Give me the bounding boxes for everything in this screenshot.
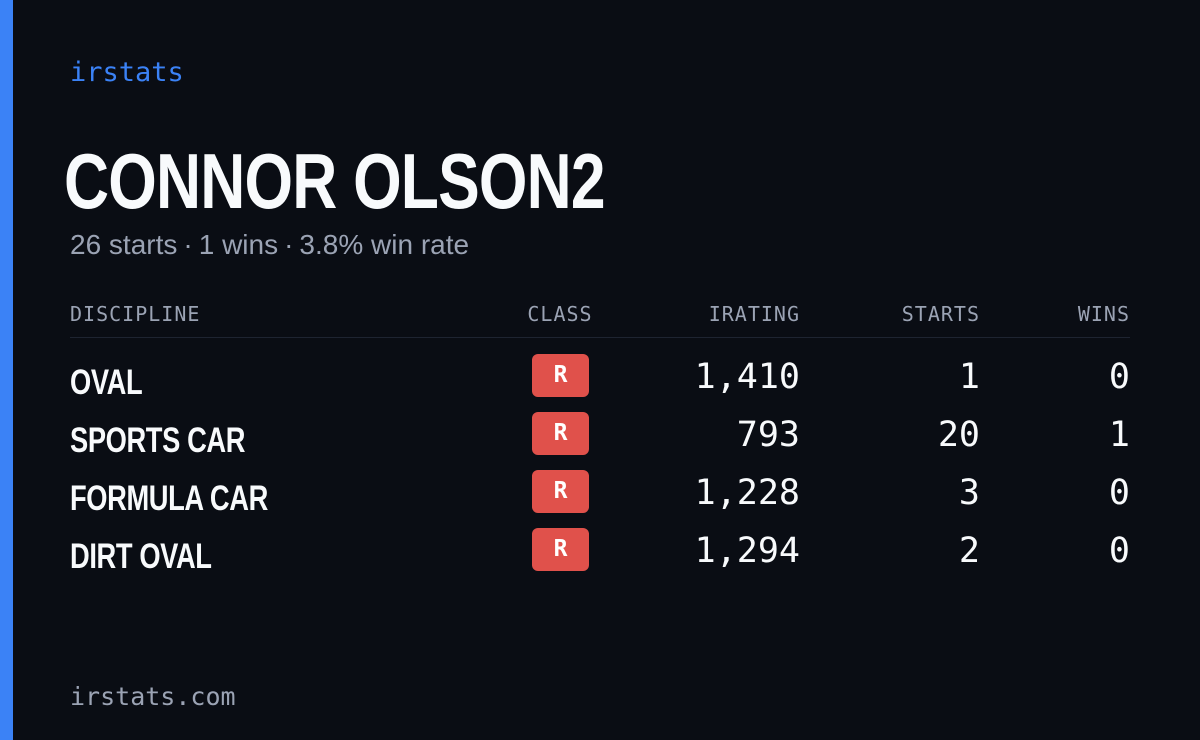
table-header: DISCIPLINE CLASS IRATING STARTS WINS <box>70 298 1130 338</box>
header-wins: WINS <box>1077 302 1130 326</box>
header-class: CLASS <box>527 302 593 326</box>
header-starts: STARTS <box>901 302 980 326</box>
wins-value: 1 <box>1108 415 1130 455</box>
irating-value: 1,294 <box>694 531 800 571</box>
summary-starts: 26 starts <box>70 229 178 260</box>
starts-value: 1 <box>958 357 980 397</box>
accent-bar <box>0 0 13 740</box>
irating-value: 793 <box>736 415 800 455</box>
footer-url[interactable]: irstats.com <box>70 682 236 711</box>
wins-value: 0 <box>1108 473 1130 513</box>
table-row: DIRT OVAL R 1,294 2 0 <box>70 528 1130 586</box>
discipline-table: DISCIPLINE CLASS IRATING STARTS WINS OVA… <box>70 298 1130 586</box>
discipline-name: FORMULA CAR <box>70 479 268 518</box>
irating-value: 1,228 <box>694 473 800 513</box>
starts-value: 3 <box>958 473 980 513</box>
header-irating: IRATING <box>708 302 800 326</box>
summary-win-rate: 3.8% win rate <box>299 229 470 260</box>
license-class-badge: R <box>532 528 589 571</box>
header-discipline: DISCIPLINE <box>70 302 201 326</box>
table-row: OVAL R 1,410 1 0 <box>70 354 1130 412</box>
player-name: CONNOR OLSON2 <box>64 137 606 225</box>
discipline-name: SPORTS CAR <box>70 421 246 460</box>
discipline-name: OVAL <box>70 363 143 402</box>
starts-value: 20 <box>937 415 980 455</box>
discipline-name: DIRT OVAL <box>70 537 212 576</box>
player-summary: 26 starts · 1 wins · 3.8% win rate <box>70 228 469 262</box>
brand-logo[interactable]: irstats <box>70 57 184 88</box>
wins-value: 0 <box>1108 531 1130 571</box>
starts-value: 2 <box>958 531 980 571</box>
irating-value: 1,410 <box>694 357 800 397</box>
table-body: OVAL R 1,410 1 0 SPORTS CAR R 793 20 1 F… <box>70 338 1130 586</box>
table-row: SPORTS CAR R 793 20 1 <box>70 412 1130 470</box>
license-class-badge: R <box>532 354 589 397</box>
license-class-badge: R <box>532 470 589 513</box>
license-class-badge: R <box>532 412 589 455</box>
summary-separator: · <box>284 229 294 260</box>
wins-value: 0 <box>1108 357 1130 397</box>
table-row: FORMULA CAR R 1,228 3 0 <box>70 470 1130 528</box>
summary-separator: · <box>183 229 193 260</box>
summary-wins: 1 wins <box>198 229 279 260</box>
